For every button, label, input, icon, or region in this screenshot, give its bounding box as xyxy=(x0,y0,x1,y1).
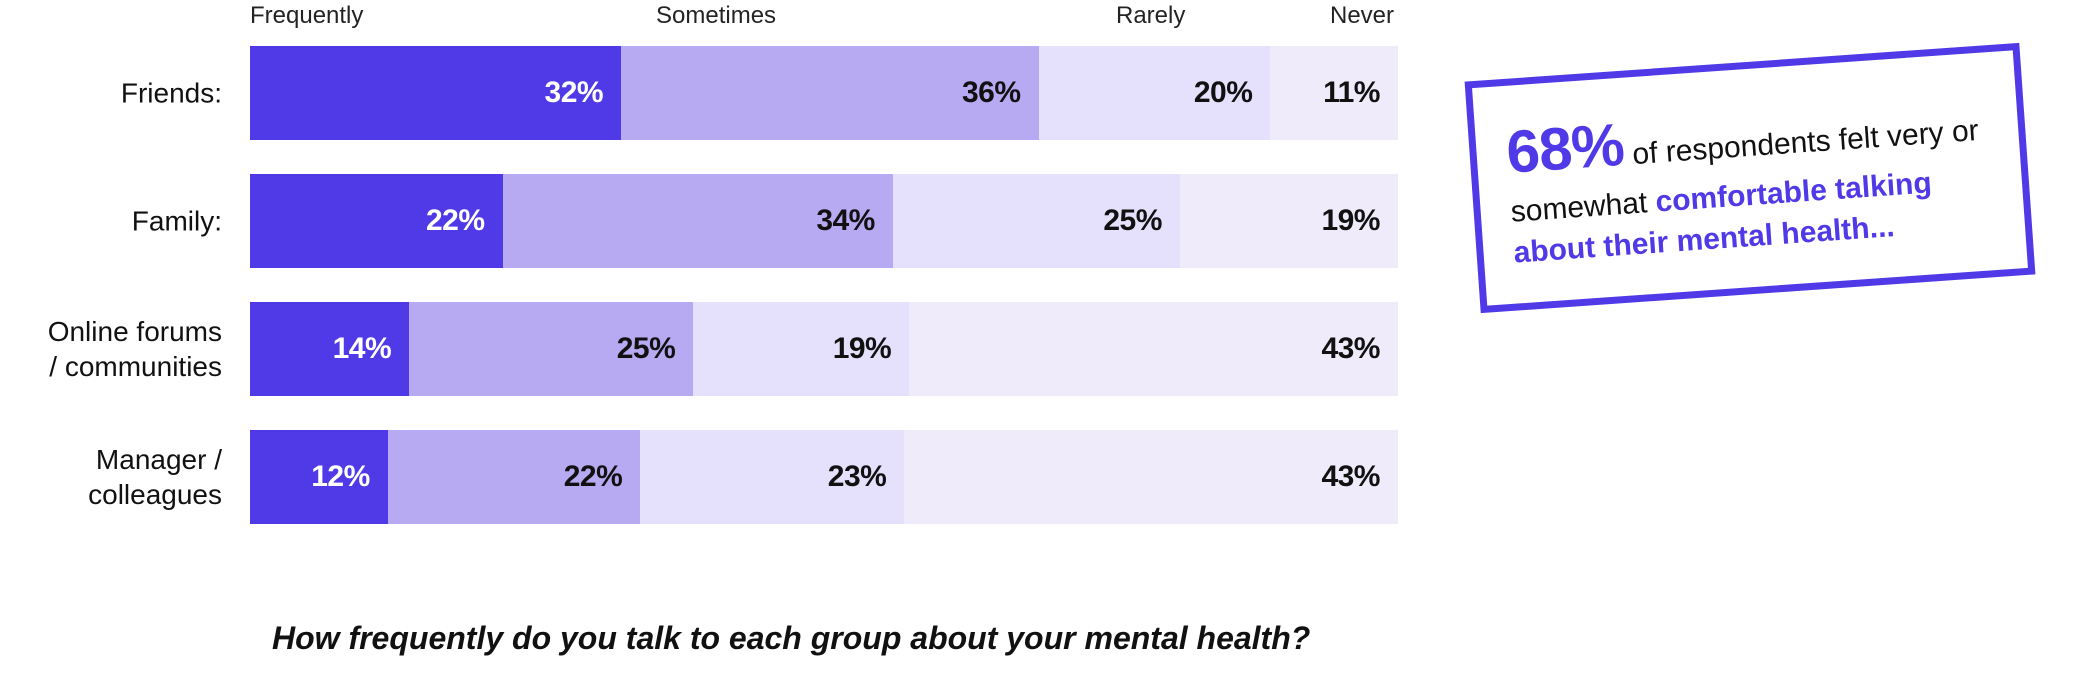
bar-value: 36% xyxy=(962,76,1021,110)
bar-segment: 36% xyxy=(621,46,1038,140)
chart-caption: How frequently do you talk to each group… xyxy=(272,620,1310,657)
bar-segment: 25% xyxy=(409,302,693,396)
bar-segment: 23% xyxy=(640,430,904,524)
row-label: Friends: xyxy=(121,76,250,111)
bar-value: 22% xyxy=(564,460,623,494)
bar-value: 20% xyxy=(1194,76,1253,110)
bar-value: 43% xyxy=(1321,460,1380,494)
bar-value: 43% xyxy=(1321,332,1380,366)
bar-segment: 22% xyxy=(388,430,641,524)
bar-value: 25% xyxy=(1103,204,1162,238)
bar-row: Online forums/ communities14%25%19%43% xyxy=(250,302,1398,396)
callout-box: 68% of respondents felt very or somewhat… xyxy=(1465,43,2036,313)
bar-segment: 25% xyxy=(893,174,1180,268)
column-header: Never xyxy=(1330,2,1394,30)
column-header: Frequently xyxy=(250,2,363,30)
bar-row: Friends:32%36%20%11% xyxy=(250,46,1398,140)
bar-value: 19% xyxy=(1321,204,1380,238)
bar-row: Family:22%34%25%19% xyxy=(250,174,1398,268)
row-label: Family: xyxy=(132,204,250,239)
bar-value: 23% xyxy=(828,460,887,494)
bar-segment: 32% xyxy=(250,46,621,140)
bar-segment: 22% xyxy=(250,174,503,268)
column-header: Rarely xyxy=(1116,2,1185,30)
bar-segment: 11% xyxy=(1270,46,1398,140)
bar-row: Manager /colleagues12%22%23%43% xyxy=(250,430,1398,524)
bar-value: 32% xyxy=(545,76,604,110)
bar-value: 22% xyxy=(426,204,485,238)
bar-segment: 20% xyxy=(1039,46,1271,140)
bar-segment: 43% xyxy=(904,430,1398,524)
bar-value: 11% xyxy=(1323,76,1380,110)
bar-segment: 19% xyxy=(1180,174,1398,268)
bar-segment: 14% xyxy=(250,302,409,396)
callout-stat: 68% xyxy=(1504,111,1625,186)
bar-segment: 12% xyxy=(250,430,388,524)
column-header: Sometimes xyxy=(656,2,776,30)
row-label: Online forums/ communities xyxy=(20,314,250,384)
bar-segment: 43% xyxy=(909,302,1398,396)
bar-value: 25% xyxy=(617,332,676,366)
bar-value: 12% xyxy=(311,460,370,494)
bar-value: 14% xyxy=(333,332,392,366)
row-label: Manager /colleagues xyxy=(20,442,250,512)
bar-value: 19% xyxy=(833,332,892,366)
bar-segment: 34% xyxy=(503,174,893,268)
bar-segment: 19% xyxy=(693,302,909,396)
bar-value: 34% xyxy=(816,204,875,238)
